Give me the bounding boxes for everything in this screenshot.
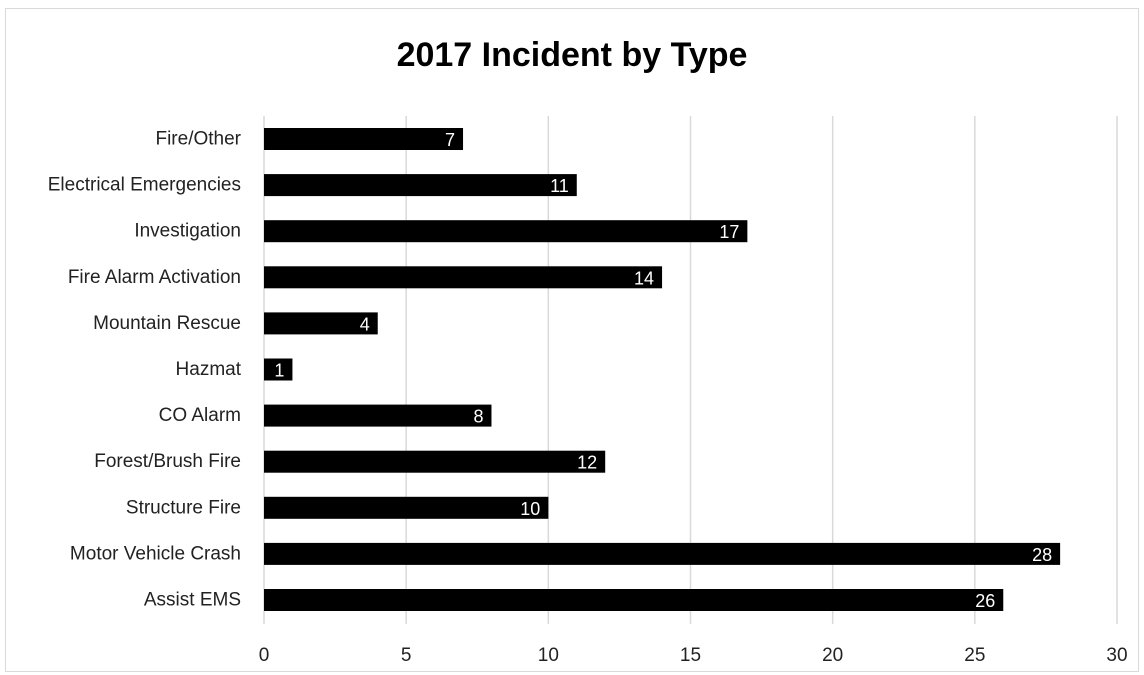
gridlines <box>263 116 1118 624</box>
category-label: Investigation <box>134 221 241 242</box>
bar <box>264 496 549 519</box>
data-label: 11 <box>550 176 569 196</box>
data-label: 8 <box>473 407 483 427</box>
category-label: Hazmat <box>176 359 242 380</box>
bar <box>264 542 1061 565</box>
x-tick-label: 15 <box>680 645 701 666</box>
x-tick-label: 0 <box>259 645 270 666</box>
category-label: Structure Fire <box>126 497 241 518</box>
labels: Fire/Other 7 Electrical Emergencies 11 Inves… <box>48 129 1052 612</box>
data-label: 12 <box>577 453 597 473</box>
data-label: 28 <box>1032 545 1052 565</box>
data-label: 1 <box>274 361 284 381</box>
data-label: 4 <box>360 314 370 334</box>
data-label: 26 <box>975 591 995 611</box>
bar <box>264 404 492 427</box>
category-label: Fire Alarm Activation <box>68 267 241 288</box>
data-label: 14 <box>634 268 654 288</box>
category-label: Fire/Other <box>155 129 241 150</box>
chart-title: 2017 Incident by Type <box>396 36 748 74</box>
bar <box>264 450 606 473</box>
data-label: 10 <box>520 499 540 519</box>
category-label: CO Alarm <box>159 405 241 426</box>
axis: 0 5 10 15 20 25 30 <box>259 645 1128 666</box>
bar <box>264 266 663 289</box>
x-tick-label: 30 <box>1106 645 1127 666</box>
data-label: 17 <box>719 222 739 242</box>
category-label: Electrical Emergencies <box>48 175 241 196</box>
x-tick-label: 10 <box>538 645 559 666</box>
category-label: Forest/Brush Fire <box>94 451 241 472</box>
x-tick-label: 20 <box>822 645 843 666</box>
bar <box>264 220 748 243</box>
category-label: Motor Vehicle Crash <box>70 543 241 564</box>
bar <box>264 128 464 150</box>
bar <box>264 312 378 335</box>
category-label: Mountain Rescue <box>93 313 241 334</box>
bar <box>264 589 1004 611</box>
bars <box>264 128 1061 611</box>
category-label: Assist EMS <box>144 590 241 611</box>
x-tick-label: 25 <box>964 645 985 666</box>
x-tick-label: 5 <box>401 645 412 666</box>
bar <box>264 358 293 381</box>
bar <box>264 174 577 197</box>
data-label: 7 <box>445 130 455 150</box>
